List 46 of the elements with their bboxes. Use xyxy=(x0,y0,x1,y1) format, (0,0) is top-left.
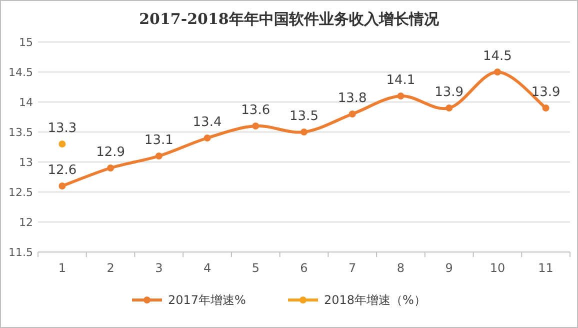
y-tick-label: 15 xyxy=(19,36,33,49)
data-label: 13.9 xyxy=(434,85,464,100)
legend-label: 2018年增速（%） xyxy=(324,293,426,307)
y-tick-label: 14 xyxy=(19,96,33,109)
x-tick-label: 7 xyxy=(348,261,356,275)
data-label: 14.1 xyxy=(386,73,416,88)
point xyxy=(494,68,501,76)
data-label: 13.3 xyxy=(48,121,77,136)
point xyxy=(204,134,211,142)
data-label: 13.6 xyxy=(241,103,270,118)
y-tick-label: 11.5 xyxy=(8,246,33,259)
point xyxy=(155,152,162,160)
x-tick-label: 4 xyxy=(203,261,212,275)
point xyxy=(252,122,260,130)
x-tick-label: 3 xyxy=(155,261,163,275)
point xyxy=(542,104,550,112)
point xyxy=(397,92,404,100)
data-label: 13.9 xyxy=(531,85,560,100)
y-tick-label: 12 xyxy=(19,216,33,229)
x-tick-label: 6 xyxy=(300,261,308,275)
point xyxy=(107,164,114,172)
point xyxy=(58,140,66,148)
y-tick-label: 14.5 xyxy=(8,66,33,79)
point xyxy=(446,104,453,112)
y-tick-label: 13 xyxy=(19,156,33,169)
x-tick-label: 8 xyxy=(396,261,405,275)
data-label: 12.9 xyxy=(96,145,126,160)
chart-title: 2017-2018年年中国软件业务收入增长情况 xyxy=(139,10,440,28)
data-label: 13.1 xyxy=(144,133,174,148)
data-label: 13.4 xyxy=(192,115,222,130)
x-tick-label: 10 xyxy=(490,261,506,275)
data-label: 14.5 xyxy=(482,49,512,64)
x-tick-label: 11 xyxy=(538,261,554,275)
y-tick-label: 13.5 xyxy=(8,126,33,139)
data-label: 12.6 xyxy=(48,163,77,178)
x-tick-label: 5 xyxy=(252,261,260,275)
point xyxy=(348,110,356,118)
data-label: 13.5 xyxy=(290,109,318,124)
y-tick-label: 12.5 xyxy=(8,186,33,199)
x-tick-label: 9 xyxy=(445,261,453,275)
x-tick-label: 2 xyxy=(106,261,114,275)
point xyxy=(300,128,308,136)
legend-label: 2017年增速% xyxy=(168,293,246,307)
point xyxy=(58,182,66,190)
x-tick-label: 1 xyxy=(58,261,66,275)
data-label: 13.8 xyxy=(338,91,367,106)
